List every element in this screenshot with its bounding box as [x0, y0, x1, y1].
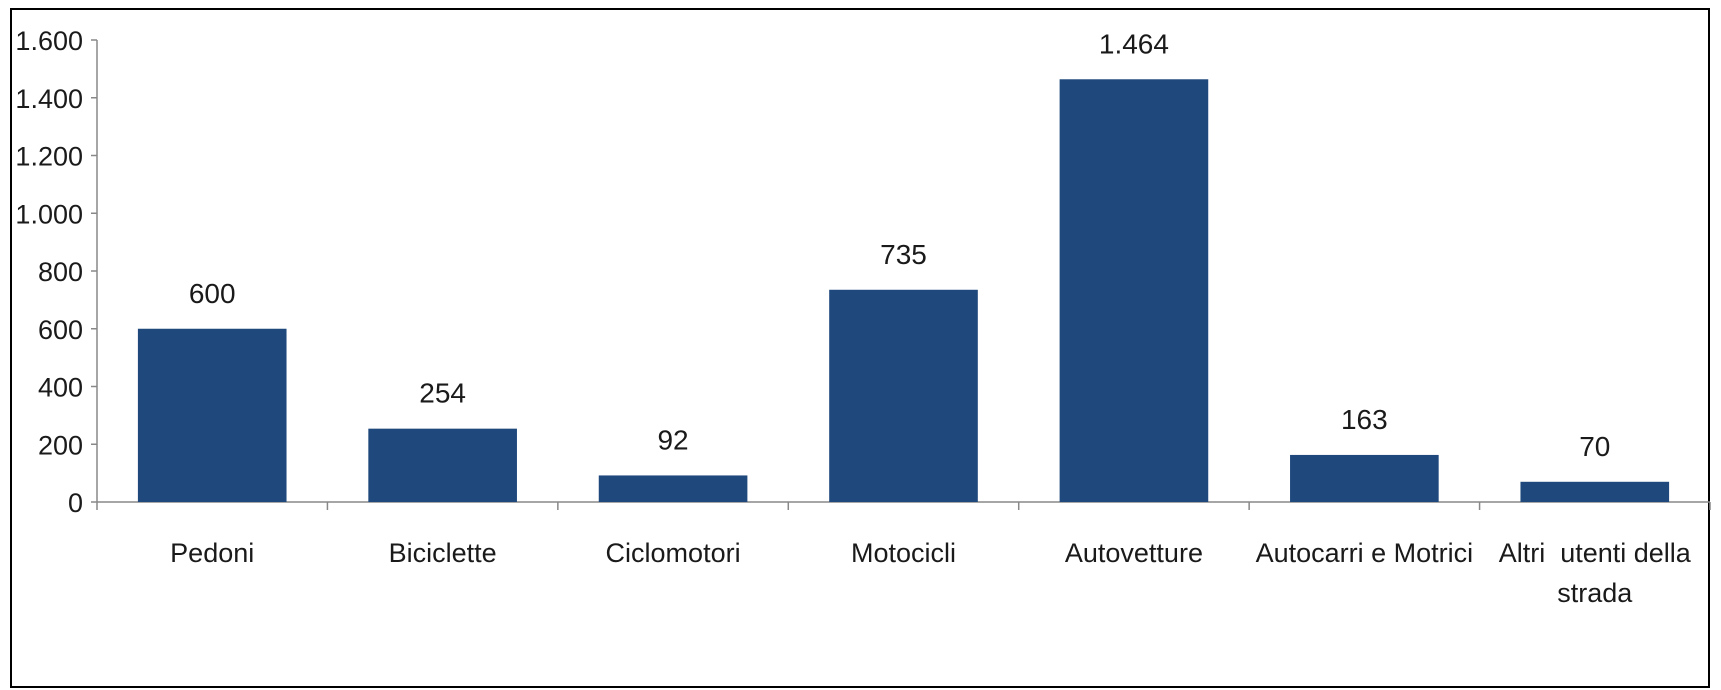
- category-label: Pedoni: [170, 538, 254, 568]
- bar-chart: 0 200 400 600 800 1.000 1.200 1.400 1.600 600 254…: [15, 26, 1711, 608]
- category-label: Altri utenti della strada: [1499, 538, 1692, 608]
- bar: [1290, 454, 1439, 502]
- bar: [137, 328, 287, 502]
- y-tick-label: 0: [68, 488, 83, 518]
- category-label: Motocicli: [851, 538, 956, 568]
- category-label: Autovetture: [1065, 538, 1203, 568]
- y-tick-label: 800: [38, 257, 83, 287]
- category-label: Biciclette: [389, 538, 497, 568]
- bar: [368, 428, 517, 502]
- data-label: 254: [419, 378, 466, 409]
- bar: [1059, 79, 1209, 503]
- x-axis: [96, 501, 1711, 510]
- data-labels: 600 254 92 735 1.464 163 70: [189, 28, 1611, 462]
- data-label: 735: [880, 239, 927, 270]
- bars: [137, 79, 1670, 503]
- y-tick-label: 1.400: [15, 84, 83, 114]
- data-label: 163: [1341, 404, 1388, 435]
- bar: [829, 289, 978, 502]
- bar: [1520, 481, 1670, 502]
- bar: [598, 475, 748, 502]
- y-tick-label: 1.600: [15, 26, 83, 56]
- category-label: Autocarri e Motrici: [1256, 538, 1474, 568]
- data-label: 600: [189, 278, 236, 309]
- data-label: 70: [1579, 431, 1610, 462]
- category-labels: Pedoni Biciclette Ciclomotori Motocicli Auto…: [170, 538, 1692, 608]
- y-tick-label: 1.200: [15, 142, 83, 172]
- y-axis: 0 200 400 600 800 1.000 1.200 1.400 1.600: [15, 26, 98, 518]
- y-tick-label: 1.000: [15, 199, 83, 229]
- y-tick-label: 200: [38, 430, 83, 460]
- data-label: 1.464: [1099, 28, 1169, 59]
- y-tick-label: 400: [38, 373, 83, 403]
- chart-frame: 0 200 400 600 800 1.000 1.200 1.400 1.600 600 254…: [10, 8, 1711, 688]
- y-tick-label: 600: [38, 315, 83, 345]
- category-label: Ciclomotori: [606, 538, 741, 568]
- data-label: 92: [657, 424, 688, 455]
